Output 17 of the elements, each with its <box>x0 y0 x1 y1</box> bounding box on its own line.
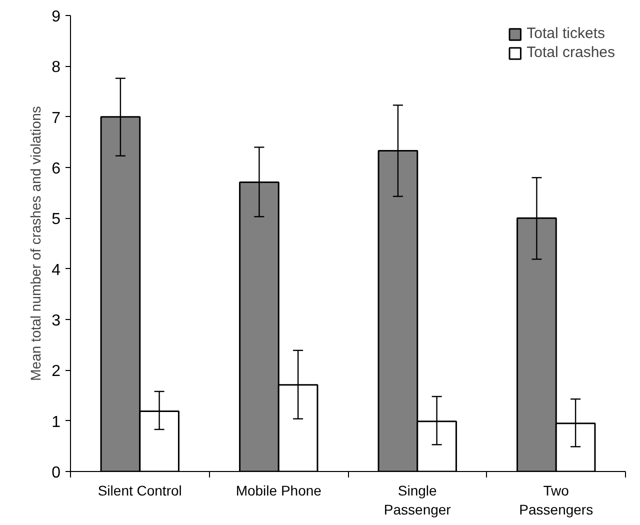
x-tick-label: Single Passenger <box>384 482 452 518</box>
legend-label: Total crashes <box>526 44 615 61</box>
y-tick-label: 8 <box>52 59 61 76</box>
y-tick-label: 9 <box>52 8 61 26</box>
x-tick-label: Mobile Phone <box>236 482 322 498</box>
y-tick-label: 0 <box>52 464 61 482</box>
legend-label: Total tickets <box>526 25 605 42</box>
x-tick-label: Two Passengers <box>519 482 594 518</box>
y-tick-label: 5 <box>52 211 61 228</box>
y-tick-label: 7 <box>52 110 61 127</box>
y-tick-label: 4 <box>52 262 61 279</box>
y-tick-label: 3 <box>52 312 61 330</box>
y-tick-label: 2 <box>52 363 61 380</box>
y-axis-title: Mean total number of crashes and violations <box>28 106 44 381</box>
y-tick-label: 6 <box>52 160 61 178</box>
y-tick-label: 1 <box>52 414 61 431</box>
x-tick-label: Silent Control <box>98 482 182 498</box>
